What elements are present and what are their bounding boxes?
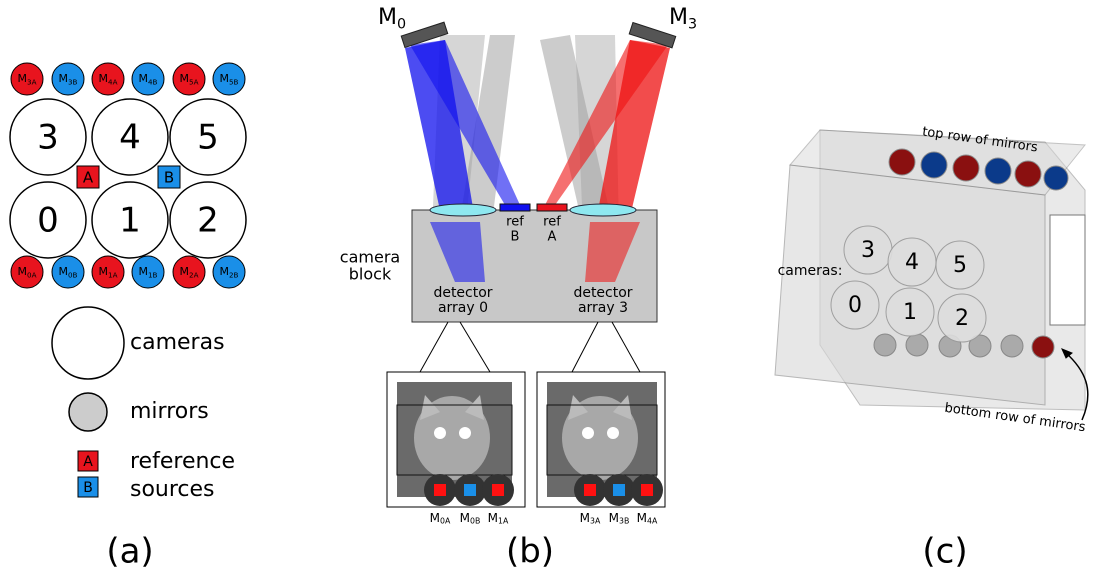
detector-image-left — [387, 372, 525, 507]
label-sub: 5B — [229, 77, 239, 86]
mirror-label: M0B — [460, 511, 481, 526]
label-main: M — [220, 72, 230, 85]
label: A — [83, 169, 94, 187]
label: detector — [433, 285, 492, 301]
label: mirrors — [130, 399, 209, 424]
label: ref — [543, 215, 561, 230]
label: cameras — [130, 330, 225, 355]
label-main: M — [180, 72, 190, 85]
label-main: M — [18, 72, 28, 85]
label-main: M — [430, 511, 440, 525]
label-main: M — [180, 265, 190, 278]
label-sub: 5A — [189, 77, 199, 86]
label-sub: 2B — [229, 270, 239, 279]
label: (c) — [922, 532, 967, 572]
mirror-label: M0A — [430, 511, 451, 526]
label-main: M — [18, 265, 28, 278]
label-sub: 1A — [108, 270, 118, 279]
label: 2 — [197, 201, 219, 241]
label: cameras: — [778, 263, 843, 279]
mirror-label: M1A — [488, 511, 509, 526]
label: block — [349, 265, 392, 284]
label: reference — [130, 449, 235, 474]
label-main: M — [637, 511, 647, 525]
label-main: M — [488, 511, 498, 525]
label: 3 — [37, 118, 59, 158]
label-sub: 0A — [27, 270, 37, 279]
label-main: M — [59, 72, 69, 85]
label: ref — [506, 215, 524, 230]
label-main: M — [99, 265, 109, 278]
label: detector — [573, 285, 632, 301]
label: array 3 — [578, 300, 628, 316]
label: 3 — [861, 238, 875, 263]
label: (b) — [506, 532, 554, 572]
label-sub: 2A — [189, 270, 199, 279]
label-sub: 1B — [148, 270, 158, 279]
label: A — [548, 230, 557, 245]
label-main: M — [139, 265, 149, 278]
label-sub: 3A — [27, 77, 37, 86]
label-sub: 0B — [470, 517, 480, 526]
label-sub: 3 — [688, 17, 697, 33]
label-sub: 1A — [498, 517, 509, 526]
label: B — [83, 480, 93, 496]
label: 1 — [119, 201, 141, 241]
mirror-label: M3B — [609, 511, 630, 526]
label-main: M — [669, 5, 688, 30]
legend-mirror — [69, 393, 107, 431]
label-main: M — [609, 511, 619, 525]
label: 4 — [119, 118, 141, 158]
label: array 0 — [438, 300, 488, 316]
label: (a) — [106, 532, 153, 572]
label-sub: 3B — [619, 517, 629, 526]
label-main: M — [139, 72, 149, 85]
label-main: M — [580, 511, 590, 525]
label: 0 — [848, 293, 862, 318]
mirror-label: M3A — [580, 511, 601, 526]
label-sub: 0B — [68, 270, 78, 279]
label: 1 — [903, 300, 917, 325]
label-main: M — [220, 265, 230, 278]
label: 2 — [955, 306, 969, 331]
label: 5 — [953, 253, 967, 278]
mirror-label: M3 — [669, 5, 697, 33]
label: sources — [130, 477, 215, 502]
legend-camera — [52, 307, 124, 379]
label: B — [164, 169, 174, 187]
mirror-label: M4A — [637, 511, 658, 526]
label: 4 — [905, 250, 919, 275]
label-sub: 4B — [148, 77, 158, 86]
label: A — [83, 454, 93, 470]
mirror-label: M0 — [378, 5, 406, 33]
label-sub: 0A — [440, 517, 451, 526]
figure: M3AM3BM4AM4BM5AM5BM0AM0BM1AM1BM2AM2B3450… — [0, 0, 1103, 575]
label: 0 — [37, 201, 59, 241]
label: B — [511, 230, 520, 245]
label-main: M — [59, 265, 69, 278]
panel-b-optics — [387, 22, 676, 507]
label-sub: 3B — [68, 77, 78, 86]
label-sub: 3A — [590, 517, 601, 526]
label-sub: 0 — [397, 17, 406, 33]
label-sub: 4A — [108, 77, 118, 86]
label-sub: 4A — [647, 517, 658, 526]
label-main: M — [460, 511, 470, 525]
label-main: M — [99, 72, 109, 85]
label-main: M — [378, 5, 397, 30]
label: 5 — [197, 118, 219, 158]
detector-image-right — [537, 372, 665, 507]
